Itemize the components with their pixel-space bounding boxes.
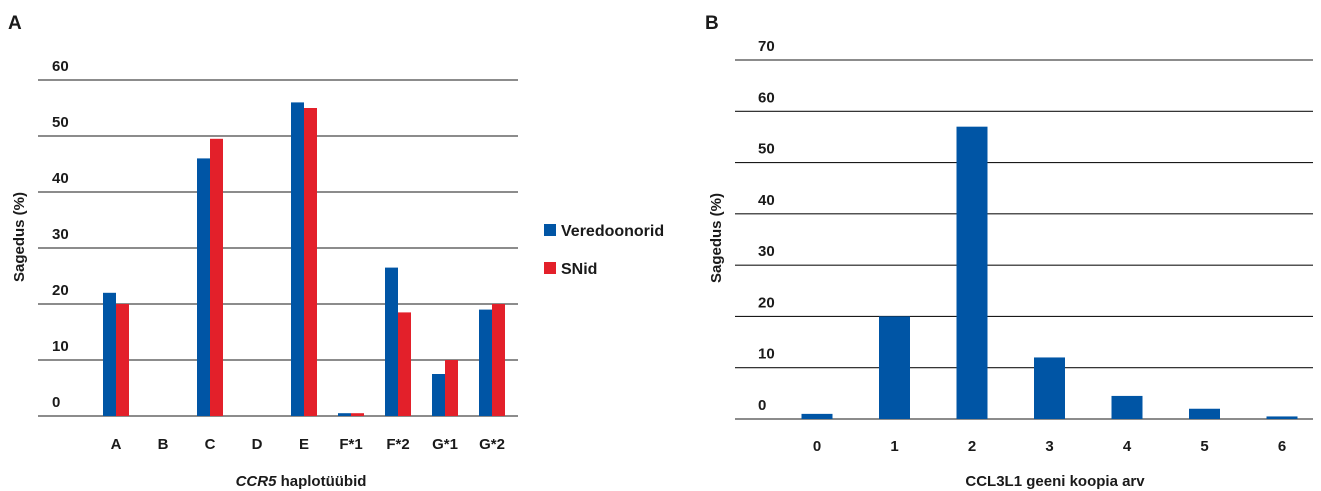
chart-a-x-tick-e: E	[299, 436, 309, 453]
chart-a-y-tick-40: 40	[52, 170, 69, 187]
chart-b-x-tick-1: 1	[890, 438, 898, 455]
chart-a-bar-snid-gstar2	[492, 304, 505, 416]
chart-a-y-tick-60: 60	[52, 58, 69, 75]
chart-b-bar-series-5	[1189, 408, 1220, 419]
legend-label-snid: SNid	[561, 261, 597, 278]
chart-a-x-axis-title: CCR5 haplotüübid	[236, 473, 367, 490]
legend-label-veredoonorid: Veredoonorid	[561, 223, 664, 240]
chart-a-x-tick-c: C	[205, 436, 216, 453]
chart-b-x-tick-2: 2	[968, 438, 976, 455]
chart-a-y-axis-title: Sagedus (%)	[11, 192, 28, 282]
chart-a-y-tick-50: 50	[52, 114, 69, 131]
chart-b-x-tick-3: 3	[1045, 438, 1053, 455]
chart-a-bar-veredoonorid-c	[197, 158, 210, 416]
chart-b: B 0 10 20 30 40 50 60 70 0 1 2 3 4 5 6 Sagedus (%) CC…	[705, 13, 1313, 490]
chart-b-y-axis-title: Sagedus (%)	[708, 193, 725, 283]
chart-b-x-tick-labels: 0 1 2 3 4 5 6	[813, 438, 1286, 455]
chart-a-bar-snid-fstar2	[398, 312, 411, 416]
chart-b-y-tick-30: 30	[758, 243, 775, 260]
chart-a-x-axis-title-italic: CCR5	[236, 473, 277, 490]
chart-a-bar-snid-c	[210, 138, 223, 417]
legend-swatch-snid	[544, 262, 556, 274]
chart-a: A 0 10 20 30 40 50 60 A B C D E F*1 F*2 G*1 G*2 Sagedu…	[8, 13, 664, 490]
chart-a-x-tick-fstar2: F*2	[386, 436, 409, 453]
chart-b-y-tick-70: 70	[758, 38, 775, 55]
chart-b-gridlines	[735, 59, 1313, 420]
chart-b-y-tick-labels: 0 10 20 30 40 50 60 70	[758, 38, 775, 414]
chart-a-bars	[103, 102, 505, 417]
chart-a-bar-snid-a	[116, 304, 129, 416]
chart-a-legend: Veredoonorid SNid	[544, 223, 664, 278]
chart-b-y-tick-40: 40	[758, 192, 775, 209]
chart-b-bar-series-6	[1266, 416, 1298, 419]
chart-a-bar-veredoonorid-a	[103, 292, 116, 416]
chart-a-bar-snid-e	[304, 108, 317, 416]
chart-a-y-tick-labels: 0 10 20 30 40 50 60	[52, 58, 69, 411]
chart-a-x-tick-gstar2: G*2	[479, 436, 505, 453]
chart-b-x-tick-4: 4	[1123, 438, 1132, 455]
chart-a-bar-snid-fstar1	[351, 413, 364, 416]
chart-a-x-axis-title-rest: haplotüübid	[276, 473, 366, 490]
chart-a-bar-veredoonorid-fstar1	[338, 413, 351, 416]
chart-b-x-tick-0: 0	[813, 438, 821, 455]
chart-a-x-tick-fstar1: F*1	[339, 436, 362, 453]
chart-a-x-tick-a: A	[111, 436, 122, 453]
chart-b-x-tick-5: 5	[1200, 438, 1208, 455]
chart-a-x-tick-d: D	[252, 436, 263, 453]
chart-b-x-axis-title: CCL3L1 geeni koopia arv	[965, 473, 1145, 490]
chart-b-bar-series-2	[956, 126, 988, 420]
panel-a-letter: A	[8, 13, 22, 34]
chart-a-bar-veredoonorid-e	[291, 102, 304, 417]
chart-a-bar-snid-gstar1	[445, 360, 458, 416]
chart-b-y-tick-0: 0	[758, 397, 766, 414]
chart-b-x-tick-6: 6	[1278, 438, 1286, 455]
chart-b-bar-series-4	[1111, 395, 1143, 419]
chart-b-y-tick-60: 60	[758, 89, 775, 106]
chart-a-y-tick-10: 10	[52, 338, 69, 355]
chart-b-bars	[801, 126, 1298, 420]
legend-swatch-veredoonorid	[544, 224, 556, 236]
chart-a-y-tick-30: 30	[52, 226, 69, 243]
chart-b-y-tick-20: 20	[758, 294, 775, 311]
chart-a-bar-veredoonorid-gstar2	[479, 309, 492, 416]
chart-b-bar-series-3	[1034, 357, 1065, 419]
chart-a-bar-veredoonorid-fstar2	[385, 267, 398, 416]
chart-a-bar-veredoonorid-gstar1	[432, 374, 445, 416]
chart-a-x-tick-labels: A B C D E F*1 F*2 G*1 G*2	[111, 436, 505, 453]
chart-a-y-tick-20: 20	[52, 282, 69, 299]
chart-a-x-tick-gstar1: G*1	[432, 436, 458, 453]
chart-a-x-tick-b: B	[158, 436, 169, 453]
chart-b-y-tick-50: 50	[758, 141, 775, 158]
chart-b-bar-series-0	[801, 413, 833, 419]
chart-b-y-tick-10: 10	[758, 346, 775, 363]
chart-b-bar-series-1	[879, 316, 910, 419]
chart-a-y-tick-0: 0	[52, 394, 60, 411]
panel-b-letter: B	[705, 13, 719, 34]
